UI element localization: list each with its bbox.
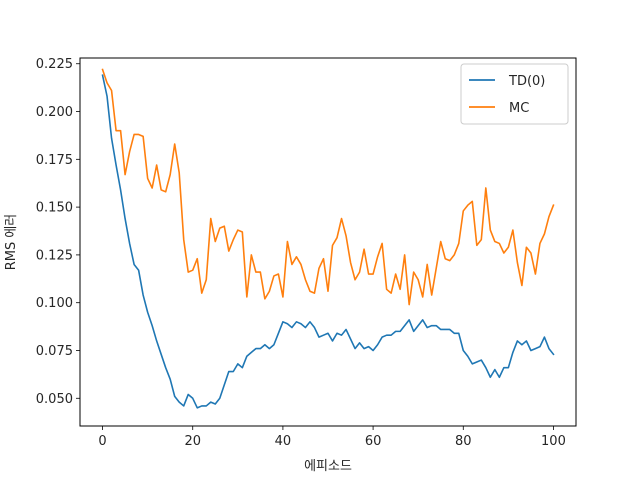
x-tick-label: 20 [184,434,201,449]
y-tick-label: 0.050 [36,392,73,407]
legend-box [460,63,569,125]
y-axis: 0.050 0.075 0.100 0.125 0.150 0.175 0.200 0.225 [36,57,80,407]
plot-area-frame [79,57,577,427]
legend-label-mc: MC [509,101,529,116]
x-tick-label: 80 [455,434,472,449]
y-tick-label: 0.100 [36,296,73,311]
series-layer [101,68,555,409]
legend: TD(0) MC [460,63,569,125]
series-line-td0 [101,74,555,409]
y-tick-label: 0.075 [36,344,73,359]
x-axis-label: 에피소드 [304,459,352,474]
series-line-mc [101,68,555,306]
y-tick-label: 0.225 [36,57,73,72]
x-tick-label: 100 [541,434,566,449]
y-tick-label: 0.175 [36,153,73,168]
x-axis: 0 20 40 60 80 100 [98,426,566,449]
y-tick-label: 0.125 [36,248,73,263]
legend-label-td0: TD(0) [508,74,545,89]
y-axis-label: RMS 에러 [4,214,19,271]
y-tick-label: 0.150 [36,201,73,216]
x-tick-label: 40 [275,434,292,449]
y-tick-label: 0.200 [36,105,73,120]
x-tick-label: 60 [365,434,382,449]
x-tick-label: 0 [98,434,106,449]
